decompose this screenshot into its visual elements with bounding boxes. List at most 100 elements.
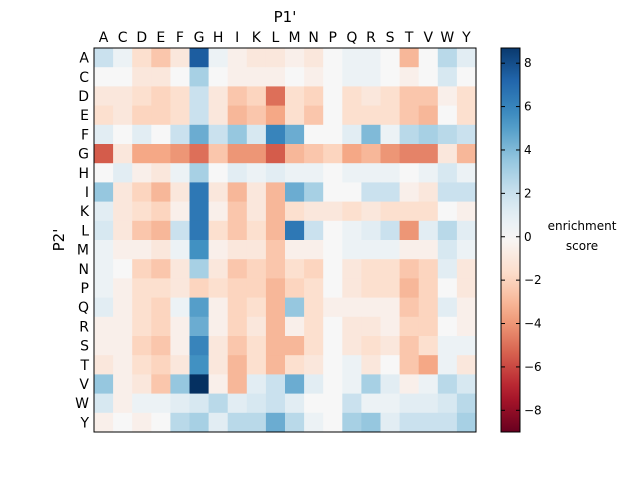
heatmap-cell-V-G <box>189 374 209 394</box>
heatmap-cell-G-G <box>189 144 209 164</box>
heatmap-cell-V-Q <box>342 374 362 394</box>
heatmap-cell-K-L <box>265 201 286 222</box>
heatmap-cell-L-H <box>208 220 229 241</box>
heatmap-cell-V-Y <box>456 374 477 394</box>
heatmap-cell-L-G <box>189 220 209 241</box>
x-tick-label: I <box>235 30 239 46</box>
heatmap-cell-A-Y <box>456 48 477 68</box>
y-tick-label: F <box>81 127 89 143</box>
x-tick-label: Q <box>346 30 357 46</box>
heatmap-cell-F-V <box>418 124 439 145</box>
heatmap-cell-C-K <box>246 67 267 87</box>
heatmap-cell-K-N <box>304 201 324 222</box>
heatmap-cell-M-L <box>265 240 286 260</box>
y-tick-label: N <box>79 262 89 278</box>
heatmap-cell-E-C <box>113 105 133 126</box>
heatmap-cell-E-E <box>151 105 171 126</box>
heatmap-cell-K-S <box>380 201 400 222</box>
colorbar-ticks: 8 6 4 2 0 −2 −4 −6 −8 <box>501 56 542 417</box>
heatmap-cell-C-F <box>170 67 190 87</box>
heatmap-cell-G-I <box>227 144 248 164</box>
heatmap-cell-F-P <box>323 124 343 145</box>
heatmap-cell-K-Y <box>456 201 477 222</box>
heatmap-cell-R-Y <box>456 316 477 337</box>
heatmap-cell-Y-L <box>265 412 286 433</box>
heatmap-cell-A-G <box>189 48 209 68</box>
heatmap-cell-A-I <box>227 48 248 68</box>
heatmap-cell-R-D <box>132 316 152 337</box>
heatmap-cell-V-P <box>323 374 343 394</box>
heatmap-cell-A-S <box>380 48 400 68</box>
heatmap-cell-Q-I <box>227 297 248 318</box>
heatmap-cell-S-Y <box>456 336 477 356</box>
heatmap-cell-F-H <box>208 124 229 145</box>
heatmap-cell-P-I <box>227 278 248 298</box>
heatmap-cell-C-Y <box>456 67 477 87</box>
heatmap-cell-Y-P <box>323 412 343 433</box>
heatmap-cell-N-M <box>285 259 305 279</box>
heatmap-cell-M-R <box>361 240 381 260</box>
heatmap-cell-D-M <box>285 86 305 106</box>
heatmap-cell-I-R <box>361 182 381 202</box>
heatmap-cell-A-M <box>285 48 305 68</box>
heatmap-cell-N-S <box>380 259 400 279</box>
x-tick-label: W <box>440 30 454 46</box>
heatmap-cell-T-F <box>170 355 190 375</box>
heatmap-cell-Y-N <box>304 412 324 433</box>
heatmap-cell-V-M <box>285 374 305 394</box>
colorbar-tick-label: 8 <box>524 56 532 70</box>
heatmap-cell-P-G <box>189 278 209 298</box>
heatmap-cell-K-F <box>170 201 190 222</box>
x-tick-label: Y <box>461 30 471 46</box>
heatmap-cells <box>94 48 477 433</box>
heatmap-cell-E-S <box>380 105 400 126</box>
heatmap-cell-V-V <box>418 374 439 394</box>
heatmap-cell-Q-G <box>189 297 209 318</box>
heatmap-cell-N-L <box>265 259 286 279</box>
heatmap-cell-I-Q <box>342 182 362 202</box>
heatmap-cell-H-D <box>132 163 152 183</box>
heatmap-cell-A-K <box>246 48 267 68</box>
heatmap-cell-T-Q <box>342 355 362 375</box>
heatmap-cell-I-W <box>437 182 458 202</box>
heatmap-cell-G-N <box>304 144 324 164</box>
heatmap-cell-H-P <box>323 163 343 183</box>
x-tick-label: F <box>176 30 184 46</box>
heatmap-cell-A-N <box>304 48 324 68</box>
heatmap-cell-F-T <box>399 124 420 145</box>
heatmap-cell-N-R <box>361 259 381 279</box>
heatmap-cell-R-S <box>380 316 400 337</box>
x-tick-label: G <box>194 30 205 46</box>
x-tick-label: C <box>118 30 128 46</box>
heatmap-cell-L-R <box>361 220 381 241</box>
heatmap-cell-R-T <box>399 316 420 337</box>
heatmap-cell-T-A <box>94 355 114 375</box>
heatmap-cell-T-T <box>399 355 420 375</box>
heatmap-cell-L-A <box>94 220 114 241</box>
heatmap-cell-L-F <box>170 220 190 241</box>
y-axis-label: P2' <box>50 229 68 252</box>
heatmap-cell-Q-E <box>151 297 171 318</box>
heatmap-cell-H-C <box>113 163 133 183</box>
heatmap-cell-S-H <box>208 336 229 356</box>
heatmap-cell-E-F <box>170 105 190 126</box>
heatmap-cell-W-A <box>94 393 114 414</box>
heatmap-cell-H-E <box>151 163 171 183</box>
heatmap-cell-F-M <box>285 124 305 145</box>
heatmap-cell-G-M <box>285 144 305 164</box>
heatmap-cell-I-L <box>265 182 286 202</box>
heatmap-cell-N-T <box>399 259 420 279</box>
heatmap-cell-Y-M <box>285 412 305 433</box>
y-tick-label: E <box>80 108 89 124</box>
heatmap-cell-Y-D <box>132 412 152 433</box>
heatmap-cell-R-N <box>304 316 324 337</box>
heatmap-cell-I-C <box>113 182 133 202</box>
heatmap-cell-G-V <box>418 144 439 164</box>
heatmap-cell-G-H <box>208 144 229 164</box>
heatmap-cell-Q-N <box>304 297 324 318</box>
heatmap-cell-W-I <box>227 393 248 414</box>
heatmap-cell-G-T <box>399 144 420 164</box>
y-tick-label: G <box>78 147 89 163</box>
heatmap-cell-E-N <box>304 105 324 126</box>
heatmap-cell-R-V <box>418 316 439 337</box>
